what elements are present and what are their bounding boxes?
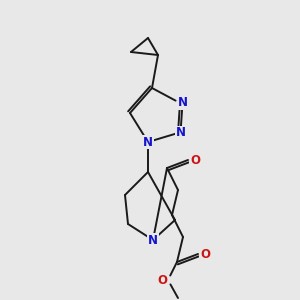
Text: N: N [148,233,158,247]
Text: O: O [157,274,167,286]
Text: N: N [178,97,188,110]
Text: N: N [143,136,153,148]
Text: O: O [190,154,200,166]
Text: O: O [200,248,210,260]
Text: N: N [176,127,186,140]
